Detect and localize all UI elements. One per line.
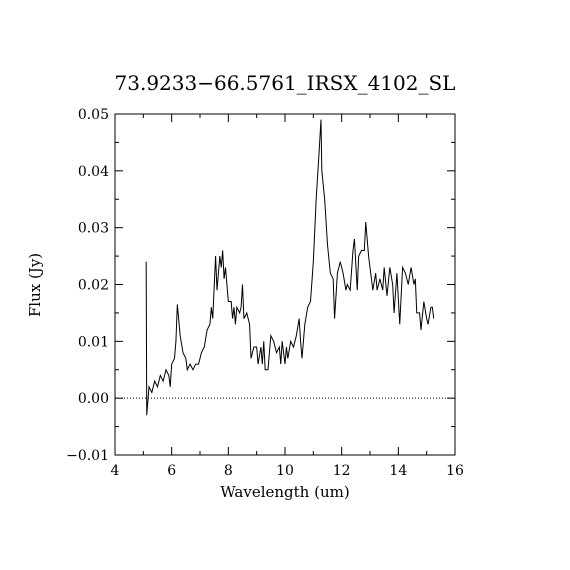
x-tick-label: 8 — [224, 463, 233, 479]
x-tick-label: 10 — [276, 463, 294, 479]
x-tick-label: 16 — [446, 463, 464, 479]
y-tick-label: 0.02 — [78, 278, 109, 294]
y-tick-label: 0.04 — [78, 164, 109, 180]
y-tick-label: 0.01 — [78, 334, 109, 350]
x-axis-label: Wavelength (um) — [220, 483, 349, 501]
y-tick-label: 0.05 — [78, 107, 109, 123]
chart-title: 73.9233−66.5761_IRSX_4102_SL — [115, 71, 456, 95]
x-tick-label: 12 — [333, 463, 351, 479]
spectrum-line — [145, 119, 435, 416]
x-tick-label: 14 — [389, 463, 407, 479]
x-tick-label: 6 — [167, 463, 176, 479]
x-tick-label: 4 — [111, 463, 120, 479]
y-tick-label: 0.00 — [78, 391, 109, 407]
y-axis-label: Flux (Jy) — [26, 253, 44, 317]
y-tick-label: 0.03 — [78, 221, 109, 237]
y-tick-label: −0.01 — [66, 448, 109, 464]
